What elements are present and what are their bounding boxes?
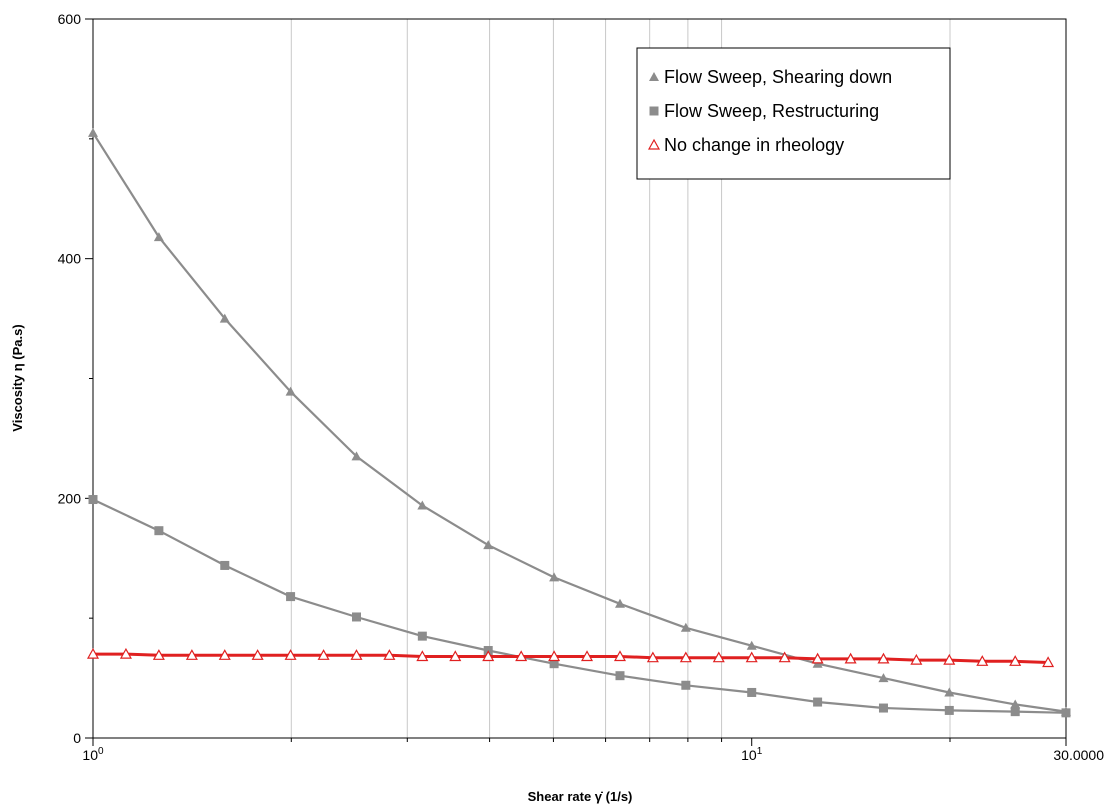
data-point [88, 495, 98, 505]
data-point [220, 560, 230, 570]
x-tick-label: 30.0000 [1053, 747, 1104, 763]
legend-label: No change in rheology [664, 135, 844, 155]
data-point [613, 650, 627, 662]
data-point [284, 649, 297, 660]
x-tick-label: 100 [82, 746, 104, 763]
data-point [745, 651, 758, 663]
legend-marker [649, 106, 659, 116]
data-point [417, 500, 428, 510]
data-point [548, 650, 561, 662]
series-line [92, 498, 1067, 714]
data-point [1009, 655, 1022, 666]
data-point [943, 653, 956, 665]
data-point [482, 650, 495, 662]
series-1 [88, 127, 1071, 716]
x-tick-label: 101 [741, 746, 763, 763]
data-point [813, 697, 823, 707]
data-point [1010, 699, 1021, 709]
data-point [351, 612, 361, 622]
data-point [350, 649, 363, 660]
data-point [877, 652, 890, 664]
y-axis-title: Viscosity η (Pa.s) [10, 324, 25, 431]
data-point [88, 127, 98, 137]
data-point [86, 647, 100, 659]
data-point [218, 649, 231, 660]
data-point [286, 592, 296, 602]
data-point [878, 703, 888, 713]
data-point [976, 655, 989, 666]
data-point [185, 649, 198, 660]
legend: Flow Sweep, Shearing down Flow Sweep, Res… [636, 47, 951, 180]
legend-label: Flow Sweep, Restructuring [664, 101, 879, 121]
data-point [154, 526, 164, 536]
data-point [285, 386, 296, 396]
x-axis-title: Shear rate γ̇ (1/s) [528, 789, 633, 804]
data-point [712, 651, 725, 663]
data-point [1010, 707, 1020, 717]
y-tick-label: 400 [58, 251, 82, 267]
y-tick-label: 200 [58, 490, 82, 506]
data-point [778, 651, 791, 663]
data-point [944, 687, 955, 697]
y-tick-label: 600 [58, 11, 82, 27]
series-2 [88, 495, 1071, 718]
data-point [615, 671, 625, 681]
legend-marker [647, 138, 661, 150]
data-point [944, 705, 954, 715]
data-point [152, 649, 165, 660]
data-point [515, 650, 528, 662]
data-point [680, 622, 691, 632]
data-point [811, 652, 824, 664]
data-point [219, 313, 230, 323]
data-point [910, 653, 923, 665]
x-tick-labels: 100 101 30.0000 [82, 746, 1104, 763]
data-point [746, 640, 757, 650]
data-point [614, 598, 625, 608]
data-point [580, 650, 594, 662]
data-point [483, 540, 494, 550]
data-point [383, 649, 396, 660]
legend-box [636, 47, 951, 180]
data-point [119, 647, 132, 659]
legend-label: Flow Sweep, Shearing down [664, 67, 892, 87]
data-point [844, 652, 857, 664]
y-tick-label: 0 [73, 730, 81, 746]
y-tick-labels: 0 200 400 600 [58, 11, 82, 746]
data-point [549, 572, 560, 582]
data-point [251, 649, 264, 660]
series-line [93, 652, 1049, 664]
data-point [681, 680, 691, 690]
data-point [1042, 656, 1055, 668]
series-line [92, 132, 1067, 713]
data-point [449, 650, 462, 662]
data-point [351, 451, 362, 461]
series-layer [86, 127, 1071, 718]
data-point [747, 687, 757, 697]
data-point [417, 631, 427, 641]
series-3 [86, 647, 1055, 668]
data-point [679, 651, 692, 663]
data-point [317, 649, 330, 660]
legend-marker [649, 72, 659, 81]
axis-ticks [85, 18, 1067, 746]
data-point [549, 659, 559, 669]
data-point [878, 673, 889, 683]
data-point [1061, 708, 1071, 718]
data-point [416, 650, 429, 662]
data-point [646, 651, 659, 663]
data-point [153, 232, 164, 242]
